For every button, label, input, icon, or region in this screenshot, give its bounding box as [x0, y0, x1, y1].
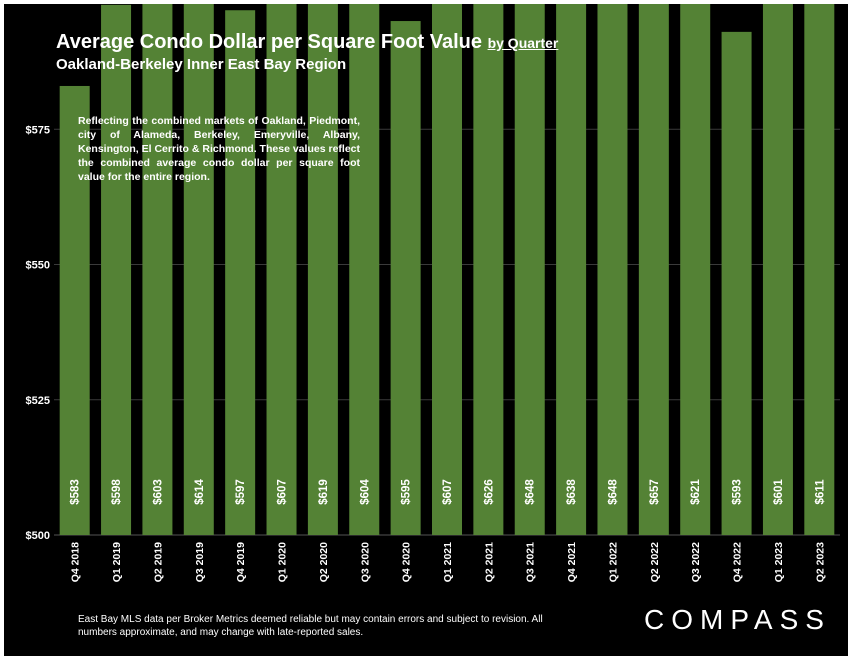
bar-data-label: $626 [483, 479, 495, 505]
x-tick-label: Q4 2020 [401, 542, 413, 582]
bar-data-label: $611 [814, 479, 826, 505]
region-note: Reflecting the combined markets of Oakla… [78, 115, 360, 183]
bar-data-label: $614 [194, 479, 206, 505]
bar-data-label: $638 [566, 479, 578, 505]
x-tick-label: Q3 2021 [525, 542, 537, 582]
x-tick-label: Q4 2019 [235, 542, 247, 582]
x-tick-label: Q1 2021 [442, 542, 454, 582]
x-tick-label: Q3 2022 [690, 542, 702, 582]
bar [59, 85, 90, 535]
chart-title-suffix: by Quarter [487, 35, 559, 51]
y-tick-label: $575 [26, 124, 50, 136]
bar [638, 4, 669, 535]
bar [390, 21, 421, 536]
bar [142, 4, 173, 535]
bar-data-label: $657 [649, 479, 661, 505]
bar-data-label: $648 [525, 479, 537, 505]
bar [266, 4, 297, 535]
chart-title-text: Average Condo Dollar per Square Foot Val… [56, 31, 483, 53]
bar-data-label: $595 [401, 479, 413, 505]
x-tick-label: Q2 2019 [152, 542, 164, 582]
chart-subtitle: Oakland-Berkeley Inner East Bay Region [56, 56, 347, 73]
x-tick-label: Q1 2022 [607, 542, 619, 582]
bar [349, 4, 380, 536]
y-tick-label: $525 [26, 395, 50, 407]
x-tick-label: Q4 2022 [732, 542, 744, 582]
x-tick-label: Q3 2019 [194, 542, 206, 582]
y-tick-label: $550 [26, 260, 50, 272]
compass-logo: COMPASS [644, 604, 831, 635]
source-footnote: East Bay MLS data per Broker Metrics dee… [78, 614, 543, 638]
bar-data-label: $604 [359, 479, 371, 505]
bar [556, 4, 587, 536]
y-tick-label: $500 [26, 530, 50, 542]
bar-data-label: $619 [318, 479, 330, 505]
bar-data-label: $621 [690, 479, 702, 505]
x-tick-label: Q4 2018 [70, 542, 82, 582]
bar-data-label: $597 [235, 479, 247, 505]
bar-data-label: $648 [607, 479, 619, 505]
bar [183, 4, 214, 535]
bar [804, 4, 835, 536]
bar-data-label: $593 [732, 479, 744, 505]
bar [721, 31, 752, 536]
bar [307, 4, 338, 535]
bar [225, 10, 256, 536]
bar-data-label: $603 [152, 479, 164, 505]
bar [101, 4, 132, 535]
bar-data-label: $607 [277, 479, 289, 505]
x-tick-label: Q2 2020 [318, 542, 330, 582]
bar-data-label: $598 [111, 479, 123, 505]
x-tick-label: Q2 2022 [649, 542, 661, 582]
bar [597, 4, 628, 535]
x-tick-label: Q3 2020 [359, 542, 371, 582]
chart-title: Average Condo Dollar per Square Foot Val… [56, 30, 558, 55]
bar-data-label: $607 [442, 479, 454, 505]
x-tick-label: Q2 2021 [483, 542, 495, 582]
bar-data-label: $583 [70, 479, 82, 505]
bar-data-label: $601 [773, 479, 785, 505]
bar [762, 4, 793, 535]
bar [473, 4, 504, 536]
x-tick-label: Q1 2023 [773, 542, 785, 582]
bar [514, 4, 545, 535]
bar [680, 4, 711, 535]
x-tick-label: Q1 2020 [277, 542, 289, 582]
bar [432, 4, 462, 535]
x-tick-label: Q2 2023 [814, 542, 826, 582]
x-tick-label: Q4 2021 [566, 542, 578, 582]
x-tick-label: Q1 2019 [111, 542, 123, 582]
